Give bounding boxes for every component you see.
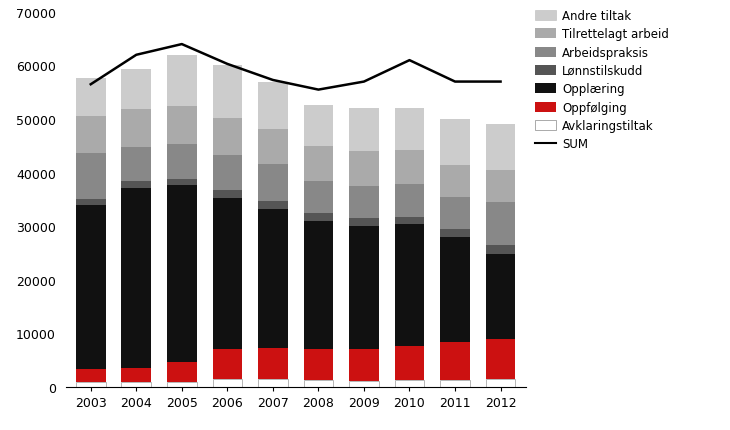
Bar (167, 362, 196, 382)
Bar (440, 120, 470, 165)
Bar (121, 188, 151, 368)
Bar (304, 350, 333, 381)
Bar (258, 129, 288, 164)
Bar (349, 226, 379, 349)
Bar (258, 380, 288, 387)
Bar (485, 171, 515, 203)
Bar (212, 350, 242, 379)
Bar (440, 238, 470, 343)
Bar (304, 214, 333, 221)
Bar (304, 381, 333, 387)
Bar (485, 203, 515, 246)
Bar (395, 381, 424, 387)
Bar (395, 217, 424, 224)
Bar (258, 349, 288, 380)
Bar (258, 164, 288, 202)
Bar (121, 382, 151, 387)
Bar (212, 198, 242, 350)
Bar (304, 221, 333, 350)
Bar (76, 369, 106, 382)
Bar (212, 156, 242, 191)
Bar (440, 229, 470, 238)
Bar (121, 368, 151, 382)
Bar (167, 186, 196, 362)
Bar (167, 144, 196, 179)
Bar (76, 200, 106, 206)
Bar (349, 349, 379, 381)
Bar (395, 150, 424, 185)
Bar (304, 147, 333, 182)
Bar (440, 165, 470, 197)
Bar (485, 339, 515, 380)
Bar (440, 343, 470, 380)
Bar (212, 66, 242, 119)
Bar (258, 83, 288, 129)
Bar (485, 254, 515, 339)
Bar (76, 206, 106, 369)
Bar (395, 346, 424, 381)
Bar (167, 55, 196, 107)
Bar (485, 380, 515, 387)
Bar (395, 109, 424, 150)
Bar (349, 218, 379, 226)
Bar (76, 382, 106, 387)
Legend: Andre tiltak, Tilrettelagt arbeid, Arbeidspraksis, Lønnstilskudd, Opplæring, Opp: Andre tiltak, Tilrettelagt arbeid, Arbei… (530, 6, 674, 156)
Bar (395, 224, 424, 346)
Bar (440, 197, 470, 229)
Bar (121, 147, 151, 181)
Bar (121, 181, 151, 188)
Bar (212, 191, 242, 198)
Bar (212, 119, 242, 156)
Bar (167, 382, 196, 387)
Bar (395, 185, 424, 217)
Bar (76, 79, 106, 117)
Bar (76, 117, 106, 154)
Bar (121, 110, 151, 147)
Bar (212, 379, 242, 387)
Bar (121, 70, 151, 110)
Bar (304, 106, 333, 147)
Bar (258, 209, 288, 349)
Bar (167, 179, 196, 186)
Bar (440, 380, 470, 387)
Bar (485, 125, 515, 171)
Bar (349, 187, 379, 218)
Bar (167, 107, 196, 144)
Bar (258, 202, 288, 209)
Bar (304, 182, 333, 214)
Bar (349, 152, 379, 187)
Bar (485, 246, 515, 254)
Bar (349, 109, 379, 152)
Bar (76, 154, 106, 200)
Bar (349, 381, 379, 387)
